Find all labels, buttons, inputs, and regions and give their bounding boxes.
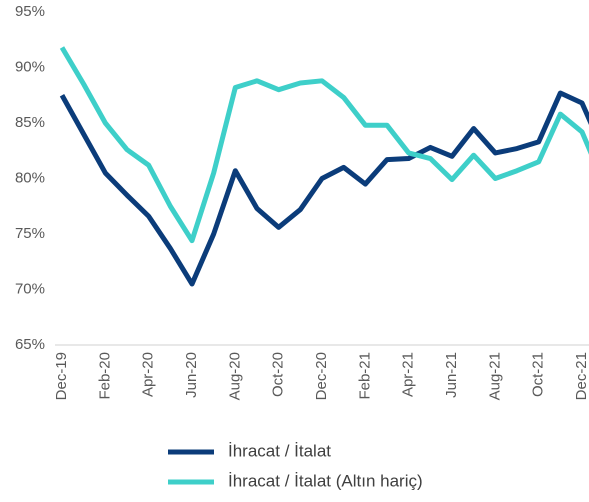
x-tick-label: Dec-19 (53, 352, 70, 400)
x-tick-label: Feb-21 (356, 352, 373, 400)
x-tick-label: Jun-20 (183, 352, 200, 398)
x-tick-label: Aug-21 (486, 352, 503, 400)
x-tick-label: Oct-21 (530, 352, 547, 397)
y-tick-label: 75% (15, 225, 45, 242)
x-tick-label: Dec-20 (313, 352, 330, 400)
y-tick-label: 65% (15, 336, 45, 353)
x-tick-label: Oct-20 (270, 352, 287, 397)
legend-label: İhracat / İtalat (Altın hariç) (228, 471, 423, 490)
y-tick-label: 95% (15, 3, 45, 20)
x-tick-label: Dec-21 (573, 352, 589, 400)
legend-label: İhracat / İtalat (228, 441, 331, 460)
y-tick-label: 90% (15, 58, 45, 75)
y-tick-label: 80% (15, 169, 45, 186)
x-tick-label: Aug-20 (226, 352, 243, 400)
x-tick-label: Apr-20 (140, 352, 157, 397)
series-line (59, 90, 589, 287)
x-tick-label: Jun-21 (443, 352, 460, 398)
y-tick-label: 85% (15, 114, 45, 131)
x-tick-label: Feb-20 (96, 352, 113, 400)
series-line (59, 46, 589, 244)
x-tick-label: Apr-21 (400, 352, 417, 397)
y-tick-label: 70% (15, 280, 45, 297)
